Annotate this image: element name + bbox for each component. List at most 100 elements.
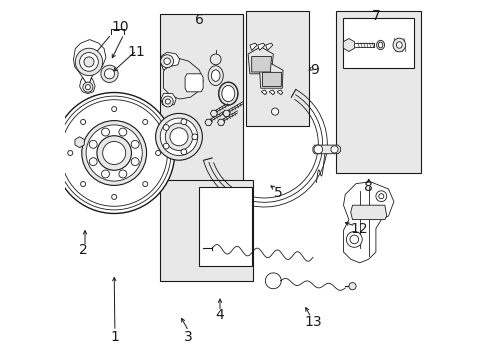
Circle shape (330, 146, 337, 153)
Circle shape (210, 54, 221, 65)
Circle shape (111, 107, 117, 112)
Polygon shape (312, 145, 340, 154)
Polygon shape (223, 110, 230, 117)
Circle shape (155, 150, 160, 156)
Polygon shape (269, 90, 274, 95)
Polygon shape (343, 39, 354, 51)
Circle shape (271, 108, 278, 115)
Polygon shape (210, 110, 217, 117)
Polygon shape (163, 58, 203, 99)
Circle shape (102, 170, 109, 178)
Polygon shape (161, 94, 176, 106)
Polygon shape (259, 64, 283, 88)
Circle shape (81, 121, 146, 185)
Circle shape (119, 128, 126, 136)
Text: 8: 8 (364, 180, 372, 194)
Polygon shape (343, 182, 393, 263)
Circle shape (142, 181, 147, 186)
Circle shape (104, 69, 114, 79)
Text: 2: 2 (79, 243, 87, 257)
Polygon shape (257, 43, 264, 50)
Circle shape (142, 120, 147, 125)
Text: 10: 10 (111, 20, 129, 34)
Circle shape (89, 158, 97, 166)
Text: 13: 13 (304, 315, 321, 329)
Circle shape (81, 120, 85, 125)
Circle shape (131, 140, 139, 148)
Text: 5: 5 (274, 186, 283, 199)
Ellipse shape (376, 40, 384, 50)
Circle shape (111, 194, 117, 199)
Circle shape (165, 123, 192, 150)
Polygon shape (75, 137, 84, 148)
Polygon shape (277, 90, 282, 95)
Ellipse shape (396, 42, 401, 48)
Circle shape (97, 136, 131, 170)
Polygon shape (185, 74, 203, 92)
Circle shape (375, 191, 386, 202)
Polygon shape (265, 43, 272, 50)
Polygon shape (262, 72, 281, 86)
Circle shape (349, 235, 358, 244)
Polygon shape (249, 43, 257, 50)
Text: 4: 4 (215, 308, 223, 322)
Text: 9: 9 (309, 63, 319, 77)
Text: 6: 6 (195, 13, 203, 27)
Text: 3: 3 (184, 330, 193, 343)
Circle shape (131, 158, 139, 166)
Bar (246, 11, 309, 126)
Circle shape (378, 194, 383, 199)
Polygon shape (73, 40, 106, 83)
Circle shape (119, 170, 126, 178)
Bar (343, 18, 413, 68)
Circle shape (102, 141, 125, 165)
Bar (160, 14, 242, 194)
Circle shape (84, 57, 94, 67)
Bar (336, 11, 420, 173)
Circle shape (181, 149, 186, 155)
Text: 7: 7 (371, 9, 380, 23)
Ellipse shape (222, 85, 234, 102)
Circle shape (155, 113, 202, 160)
Circle shape (170, 128, 187, 146)
Circle shape (101, 65, 118, 82)
Circle shape (89, 140, 97, 148)
Polygon shape (204, 119, 212, 126)
Circle shape (192, 134, 197, 140)
Polygon shape (80, 77, 95, 94)
Circle shape (75, 48, 102, 76)
Circle shape (81, 181, 85, 186)
Polygon shape (261, 90, 266, 95)
Circle shape (68, 150, 73, 156)
Bar (199, 187, 251, 266)
Circle shape (163, 125, 169, 130)
Text: 11: 11 (127, 45, 145, 59)
Ellipse shape (208, 66, 223, 85)
Circle shape (82, 82, 93, 92)
Text: 1: 1 (110, 330, 119, 343)
Ellipse shape (378, 42, 382, 48)
Circle shape (160, 118, 197, 156)
Bar (160, 180, 253, 281)
Polygon shape (217, 119, 224, 126)
Circle shape (85, 85, 90, 90)
Polygon shape (350, 205, 386, 220)
Circle shape (86, 125, 142, 181)
Circle shape (102, 128, 109, 136)
Ellipse shape (211, 70, 220, 81)
Ellipse shape (392, 38, 405, 52)
Circle shape (160, 55, 173, 68)
Circle shape (313, 145, 322, 154)
Circle shape (54, 93, 174, 213)
Circle shape (163, 58, 170, 64)
Circle shape (346, 231, 362, 247)
Polygon shape (251, 57, 271, 72)
Polygon shape (247, 47, 273, 74)
Circle shape (80, 53, 98, 71)
Circle shape (162, 96, 173, 107)
Circle shape (165, 99, 170, 104)
Circle shape (348, 283, 355, 290)
Circle shape (163, 143, 169, 149)
Text: 12: 12 (350, 222, 368, 235)
Ellipse shape (218, 82, 238, 105)
